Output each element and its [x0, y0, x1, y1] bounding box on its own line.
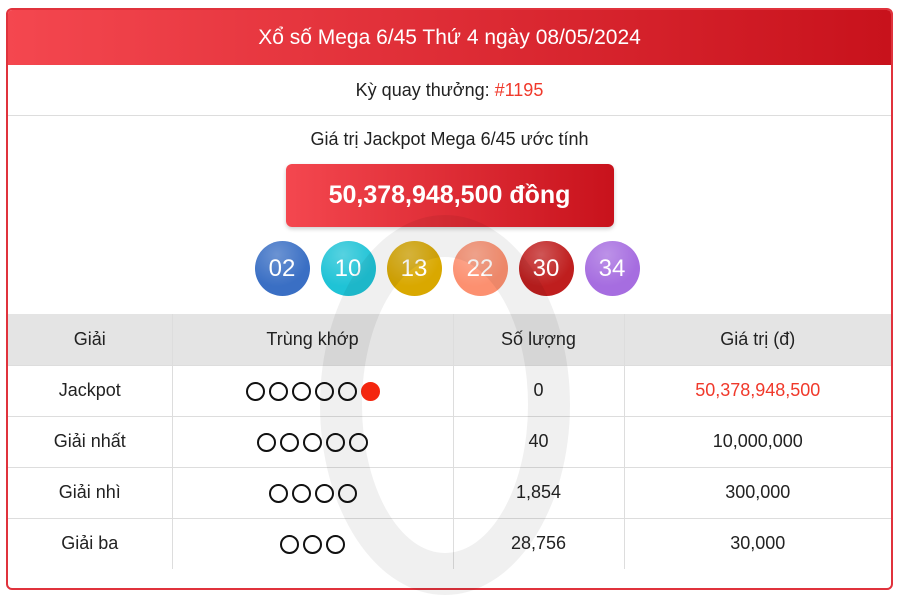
match-circle-icon: [337, 483, 357, 503]
winner-count: 28,756: [453, 517, 625, 569]
number-ball: 22: [452, 241, 508, 296]
bonus-circle-icon: [360, 381, 380, 401]
number-ball: 13: [386, 241, 442, 296]
match-circle-icon: [280, 432, 299, 452]
match-circle-icon: [257, 432, 276, 452]
table-row: Giải nhất 40 10,000,000: [8, 415, 891, 467]
draw-number[interactable]: #1195: [494, 79, 544, 100]
prize-value: 300,000: [624, 466, 891, 518]
match-circle-icon: [280, 535, 299, 554]
winner-count: 0: [453, 364, 625, 416]
match-circle-icon: [291, 483, 311, 503]
prize-value: 50,378,948,500: [624, 364, 891, 416]
number-ball: 02: [254, 241, 310, 296]
prize-name: Giải nhất: [8, 415, 173, 467]
match-circle-icon: [326, 432, 345, 452]
match-circle-icon: [245, 381, 265, 401]
match-circle-icon: [314, 483, 334, 503]
table-row: Jackpot 0 50,378,948,500: [8, 364, 891, 416]
number-ball: 30: [518, 241, 574, 296]
match-circle-icon: [268, 381, 288, 401]
match-circle-icon: [291, 381, 311, 401]
jackpot-value: 50,378,948,500 đồng: [285, 164, 614, 227]
prize-value: 30,000: [624, 517, 891, 569]
prize-table: Giải Trùng khớp Số lượng Giá trị (đ) Jac…: [8, 314, 891, 569]
col-value: Giá trị (đ): [624, 314, 891, 365]
match-circle-icon: [314, 381, 334, 401]
match-pattern: [172, 415, 454, 467]
table-row: Giải ba 28,756 30,000: [8, 517, 891, 569]
result-card: Xổ số Mega 6/45 Thứ 4 ngày 08/05/2024 Kỳ…: [6, 8, 893, 590]
number-ball: 10: [320, 241, 376, 296]
jackpot-label: Giá trị Jackpot Mega 6/45 ước tính: [310, 129, 589, 149]
match-pattern: [172, 466, 454, 518]
jackpot-section: Giá trị Jackpot Mega 6/45 ước tính 50,37…: [8, 116, 891, 314]
number-ball: 34: [584, 241, 640, 296]
match-pattern: [172, 517, 454, 569]
match-circle-icon: [337, 381, 357, 401]
draw-info: Kỳ quay thưởng: #1195: [8, 65, 891, 116]
prize-name: Jackpot: [8, 364, 173, 416]
winner-count: 1,854: [453, 466, 625, 518]
match-circle-icon: [268, 483, 288, 503]
col-match: Trùng khớp: [172, 314, 454, 365]
prize-name: Giải nhì: [8, 466, 173, 518]
match-circle-icon: [303, 432, 322, 452]
match-circle-icon: [303, 535, 322, 554]
col-count: Số lượng: [453, 314, 625, 365]
col-prize: Giải: [8, 314, 173, 365]
match-circle-icon: [326, 535, 345, 554]
match-circle-icon: [349, 432, 368, 452]
prize-name: Giải ba: [8, 517, 173, 569]
winner-count: 40: [453, 415, 625, 467]
draw-label: Kỳ quay thưởng:: [355, 79, 490, 100]
winning-numbers: 02 10 13 22 30 34: [8, 241, 891, 296]
table-row: Giải nhì 1,854 300,000: [8, 466, 891, 518]
match-pattern: [172, 364, 454, 416]
page-title: Xổ số Mega 6/45 Thứ 4 ngày 08/05/2024: [8, 10, 891, 65]
prize-value: 10,000,000: [624, 415, 891, 467]
